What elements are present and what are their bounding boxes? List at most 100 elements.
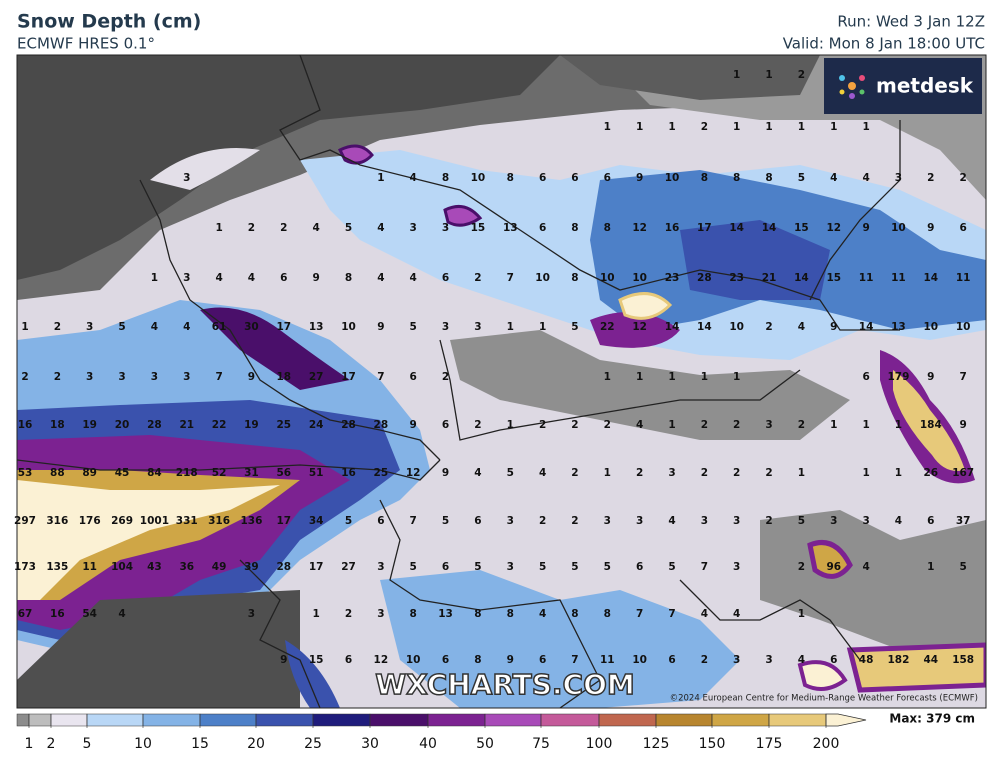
map-value: 39 [244,561,259,573]
map-value: 52 [212,467,227,479]
valid-time: Valid: Mon 8 Jan 18:00 UTC [783,35,985,53]
map-value: 3 [183,272,190,284]
map-value: 4 [377,222,384,234]
map-value: 54 [82,608,97,620]
snow-area [200,307,350,390]
map-value: 6 [571,172,578,184]
map-value: 7 [959,371,966,383]
map-value: 3 [151,371,158,383]
map-value: 8 [701,172,708,184]
map-value: 10 [341,321,356,333]
snow-area [893,370,965,471]
map-value: 3 [507,515,514,527]
map-value: 1001 [140,515,169,527]
map-value: 8 [604,608,611,620]
map-value: 9 [442,467,449,479]
map-value: 5 [571,561,578,573]
map-value: 173 [14,561,36,573]
copyright: ©2024 European Centre for Medium-Range W… [670,694,978,704]
colorbar-label: 30 [361,736,379,752]
map-value: 5 [118,321,125,333]
map-value: 12 [632,321,647,333]
map-value: 2 [442,371,449,383]
map-value: 1 [507,419,514,431]
map-value: 1 [21,321,28,333]
map-value: 8 [507,172,514,184]
map-value: 5 [571,321,578,333]
map-value: 21 [179,419,194,431]
map-value: 6 [927,515,934,527]
map-value: 10 [665,172,680,184]
map-value: 24 [309,419,324,431]
map-value: 18 [276,371,291,383]
map-value: 331 [176,515,198,527]
map-value: 37 [956,515,971,527]
map-value: 2 [765,515,772,527]
map-value: 17 [276,515,291,527]
map-value: 22 [600,321,615,333]
map-value: 1 [798,467,805,479]
map-value: 25 [374,467,389,479]
map-value: 6 [604,172,611,184]
map-value: 5 [604,561,611,573]
map-value: 1 [862,121,869,133]
map-value: 8 [571,272,578,284]
map-value: 5 [442,515,449,527]
map-value: 5 [798,172,805,184]
map-value: 6 [442,272,449,284]
map-value: 1 [862,467,869,479]
map-value: 9 [507,654,514,666]
map-value: 4 [862,172,869,184]
map-value: 1 [668,419,675,431]
map-value: 1 [604,467,611,479]
map: 1 1 21 1 1 2 1 1 1 1 13 1 4 8 10 8 6 6 6 9 10 8 8 8 5 4 4 3 2 21 2 2 4 5 4… [14,54,987,709]
map-value: 8 [474,654,481,666]
colorbar-label: 200 [813,736,840,752]
map-value: 45 [115,467,130,479]
map-value: 2 [571,515,578,527]
map-value: 3 [118,371,125,383]
map-value: 3 [830,515,837,527]
map-value: 1 [733,69,740,81]
map-value: 297 [14,515,36,527]
map-value: 10 [632,654,647,666]
map-value: 3 [733,561,740,573]
map-value: 2 [54,321,61,333]
colorbar-label: 15 [191,736,209,752]
colorbar-label: 40 [419,736,437,752]
map-value: 3 [668,467,675,479]
map-value: 1 [668,121,675,133]
map-value: 34 [309,515,324,527]
map-value: 10 [535,272,550,284]
terrain [17,590,300,708]
map-value: 3 [442,222,449,234]
map-value: 8 [571,608,578,620]
colorbar-segment [142,713,201,727]
map-value: 9 [862,222,869,234]
map-value: 1 [895,419,902,431]
map-value: 2 [733,419,740,431]
map-value: 1 [733,371,740,383]
map-value: 6 [442,561,449,573]
map-value: 4 [215,272,222,284]
map-value: 269 [111,515,133,527]
map-value: 6 [959,222,966,234]
map-value: 8 [765,172,772,184]
map-value: 7 [377,371,384,383]
map-value: 17 [341,371,356,383]
map-value: 16 [341,467,356,479]
map-value: 2 [539,515,546,527]
map-value: 4 [830,172,837,184]
map-value: 2 [959,172,966,184]
snow-area [380,570,740,708]
map-value: 2 [765,321,772,333]
map-value: 4 [248,272,255,284]
map-value: 6 [636,561,643,573]
map-value: 5 [410,561,417,573]
map-value: 4 [118,608,125,620]
map-value: 10 [891,222,906,234]
map-value: 4 [668,515,675,527]
map-value: 6 [345,654,352,666]
map-value: 316 [208,515,230,527]
map-value: 14 [665,321,680,333]
